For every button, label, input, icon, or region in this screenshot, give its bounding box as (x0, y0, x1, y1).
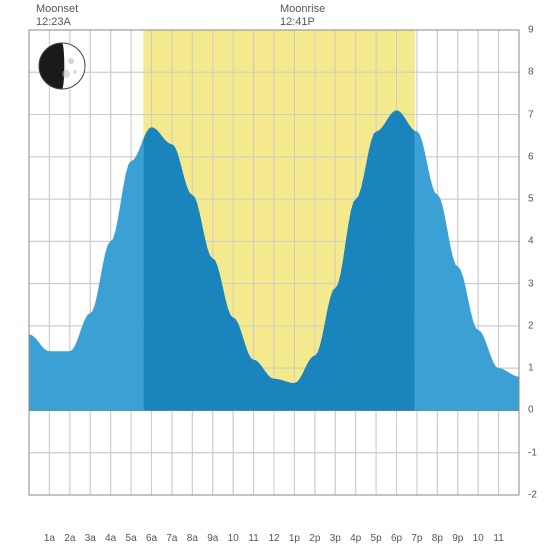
x-tick-label: 5a (121, 533, 141, 544)
y-tick-label: 5 (528, 194, 534, 205)
x-tick-label: 6a (142, 533, 162, 544)
y-tick-label: -1 (528, 447, 537, 458)
x-tick-label: 1a (39, 533, 59, 544)
x-tick-label: 7p (407, 533, 427, 544)
y-tick-label: 0 (528, 405, 534, 416)
x-tick-label: 11 (244, 533, 264, 544)
x-tick-label: 5p (366, 533, 386, 544)
x-tick-label: 11 (489, 533, 509, 544)
x-tick-label: 8a (182, 533, 202, 544)
x-tick-label: 1p (284, 533, 304, 544)
x-tick-label: 6p (387, 533, 407, 544)
y-tick-label: 6 (528, 151, 534, 162)
x-tick-label: 10 (468, 533, 488, 544)
y-tick-label: 8 (528, 67, 534, 78)
x-tick-label: 7a (162, 533, 182, 544)
x-tick-label: 2p (305, 533, 325, 544)
x-tick-label: 3a (80, 533, 100, 544)
y-tick-label: -2 (528, 490, 537, 501)
x-tick-label: 10 (223, 533, 243, 544)
x-tick-label: 4a (101, 533, 121, 544)
x-tick-label: 8p (427, 533, 447, 544)
y-tick-label: 1 (528, 363, 534, 374)
y-tick-label: 7 (528, 109, 534, 120)
x-tick-label: 4p (346, 533, 366, 544)
x-tick-label: 9a (203, 533, 223, 544)
y-tick-label: 2 (528, 320, 534, 331)
x-tick-label: 3p (325, 533, 345, 544)
y-tick-label: 4 (528, 236, 534, 247)
tide-chart (0, 0, 550, 550)
y-tick-label: 9 (528, 25, 534, 36)
x-tick-label: 9p (448, 533, 468, 544)
x-tick-label: 2a (60, 533, 80, 544)
y-tick-label: 3 (528, 278, 534, 289)
x-tick-label: 12 (264, 533, 284, 544)
